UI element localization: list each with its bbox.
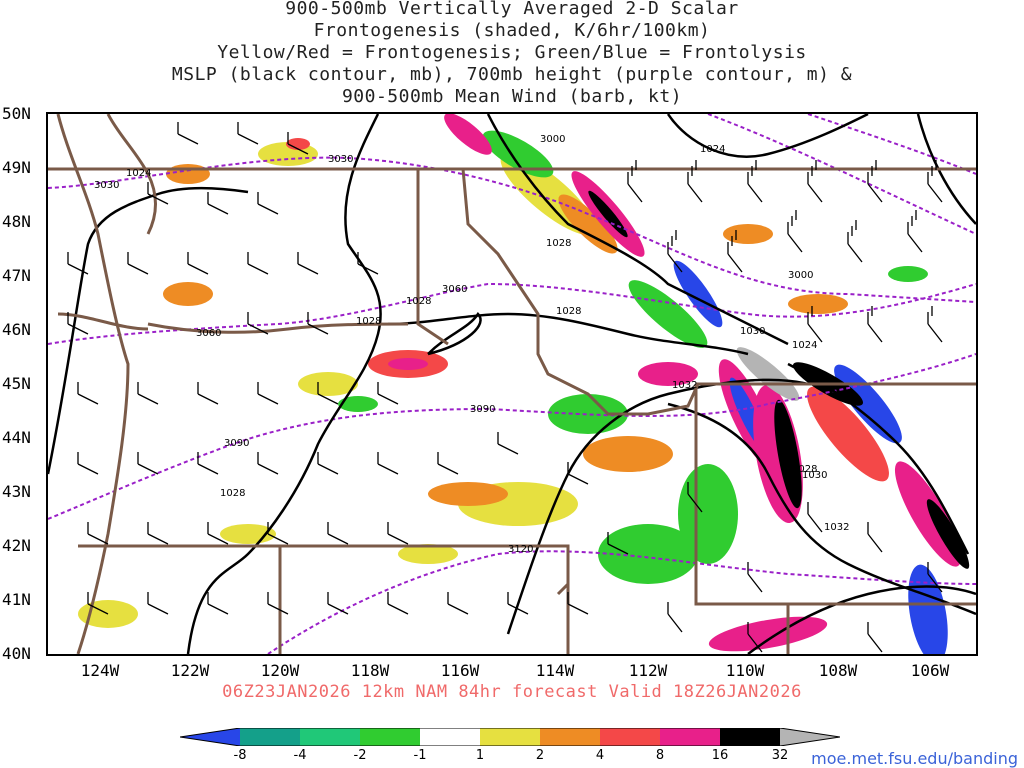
lon-label: 120W bbox=[260, 661, 300, 680]
lon-label: 110W bbox=[725, 661, 765, 680]
lat-label: 41N bbox=[2, 590, 31, 609]
lat-label: 50N bbox=[2, 104, 31, 123]
height-label: 3090 bbox=[470, 404, 495, 415]
source-url[interactable]: moe.met.fsu.edu/banding bbox=[811, 749, 1018, 768]
height-label: 3090 bbox=[224, 438, 249, 449]
colorbar-segment bbox=[360, 728, 420, 746]
colorbar-segment bbox=[180, 728, 240, 746]
colorbar-segment bbox=[420, 728, 480, 746]
map-svg: 1024 1024 1028 1028 1028 1028 1028 1030 … bbox=[48, 114, 976, 654]
colorbar-segment bbox=[660, 728, 720, 746]
colorbar-segment bbox=[720, 728, 780, 746]
colorbar-segment bbox=[240, 728, 300, 746]
lat-label: 40N bbox=[2, 644, 31, 663]
lon-label: 112W bbox=[628, 661, 668, 680]
map-panel: 1024 1024 1028 1028 1028 1028 1028 1030 … bbox=[46, 112, 978, 656]
mslp-label: 1028 bbox=[546, 238, 571, 249]
colorbar-segment bbox=[300, 728, 360, 746]
height-label: 3000 bbox=[788, 270, 813, 281]
height-label: 3030 bbox=[94, 180, 119, 191]
colorbar-segment bbox=[600, 728, 660, 746]
height-label: 3060 bbox=[196, 328, 221, 339]
colorbar bbox=[180, 728, 840, 746]
height-label: 3030 bbox=[328, 154, 353, 165]
lat-label: 42N bbox=[2, 536, 31, 555]
colorbar-label: 8 bbox=[655, 748, 665, 763]
lon-label: 118W bbox=[350, 661, 390, 680]
mslp-label: 1028 bbox=[220, 488, 245, 499]
colorbar-label: -8 bbox=[233, 748, 247, 763]
lon-label: 108W bbox=[818, 661, 858, 680]
lat-label: 43N bbox=[2, 482, 31, 501]
mslp-label: 1024 bbox=[792, 340, 817, 351]
height-contours bbox=[48, 114, 976, 654]
title-line-5: 900-500mb Mean Wind (barb, kt) bbox=[341, 86, 683, 107]
colorbar-label: -2 bbox=[353, 748, 367, 763]
lat-label: 44N bbox=[2, 428, 31, 447]
lon-label: 116W bbox=[440, 661, 480, 680]
colorbar-label: 4 bbox=[595, 748, 605, 763]
height-label: 3000 bbox=[540, 134, 565, 145]
title-line-2: Frontogenesis (shaded, K/6hr/100km) bbox=[313, 20, 711, 41]
lon-label: 122W bbox=[170, 661, 210, 680]
colorbar-label: -1 bbox=[413, 748, 427, 763]
lon-label: 114W bbox=[535, 661, 575, 680]
colorbar-label: 2 bbox=[535, 748, 545, 763]
colorbar-label: 1 bbox=[475, 748, 485, 763]
lon-label: 124W bbox=[80, 661, 120, 680]
forecast-valid-text: 06Z23JAN2026 12km NAM 84hr forecast Vali… bbox=[222, 682, 802, 702]
mslp-label: 1032 bbox=[824, 522, 849, 533]
height-label: 3060 bbox=[442, 284, 467, 295]
mslp-label: 1028 bbox=[556, 306, 581, 317]
mslp-label: 1024 bbox=[126, 168, 151, 179]
colorbar-segment bbox=[540, 728, 600, 746]
colorbar-label: 16 bbox=[711, 748, 729, 763]
wind-barbs bbox=[67, 122, 943, 653]
mslp-label: 1024 bbox=[700, 144, 725, 155]
colorbar-label: 32 bbox=[771, 748, 789, 763]
colorbar-segment bbox=[780, 728, 840, 746]
title-line-4: MSLP (black contour, mb), 700mb height (… bbox=[171, 64, 853, 85]
lat-label: 45N bbox=[2, 374, 31, 393]
mslp-label: 1030 bbox=[802, 470, 827, 481]
lat-label: 49N bbox=[2, 158, 31, 177]
lat-label: 48N bbox=[2, 212, 31, 231]
lat-label: 47N bbox=[2, 266, 31, 285]
title-line-1: 900-500mb Vertically Averaged 2-D Scalar bbox=[285, 0, 739, 19]
mslp-label: 1030 bbox=[740, 326, 765, 337]
mslp-label: 1028 bbox=[792, 464, 817, 475]
title-line-3: Yellow/Red = Frontogenesis; Green/Blue =… bbox=[217, 42, 807, 63]
mslp-labels: 1024 1024 1028 1028 1028 1028 1028 1030 … bbox=[126, 144, 849, 533]
height-labels: 3030 3030 3000 3060 3060 3090 3090 3120 … bbox=[94, 134, 813, 555]
state-borders bbox=[48, 114, 976, 654]
height-label: 3120 bbox=[508, 544, 533, 555]
mslp-label: 1028 bbox=[406, 296, 431, 307]
colorbar-segment bbox=[480, 728, 540, 746]
mslp-label: 1032 bbox=[672, 380, 697, 391]
mslp-label: 1028 bbox=[356, 316, 381, 327]
lon-label: 106W bbox=[910, 661, 950, 680]
colorbar-label: -4 bbox=[293, 748, 307, 763]
lat-label: 46N bbox=[2, 320, 31, 339]
frontogenesis-shading bbox=[78, 114, 970, 654]
